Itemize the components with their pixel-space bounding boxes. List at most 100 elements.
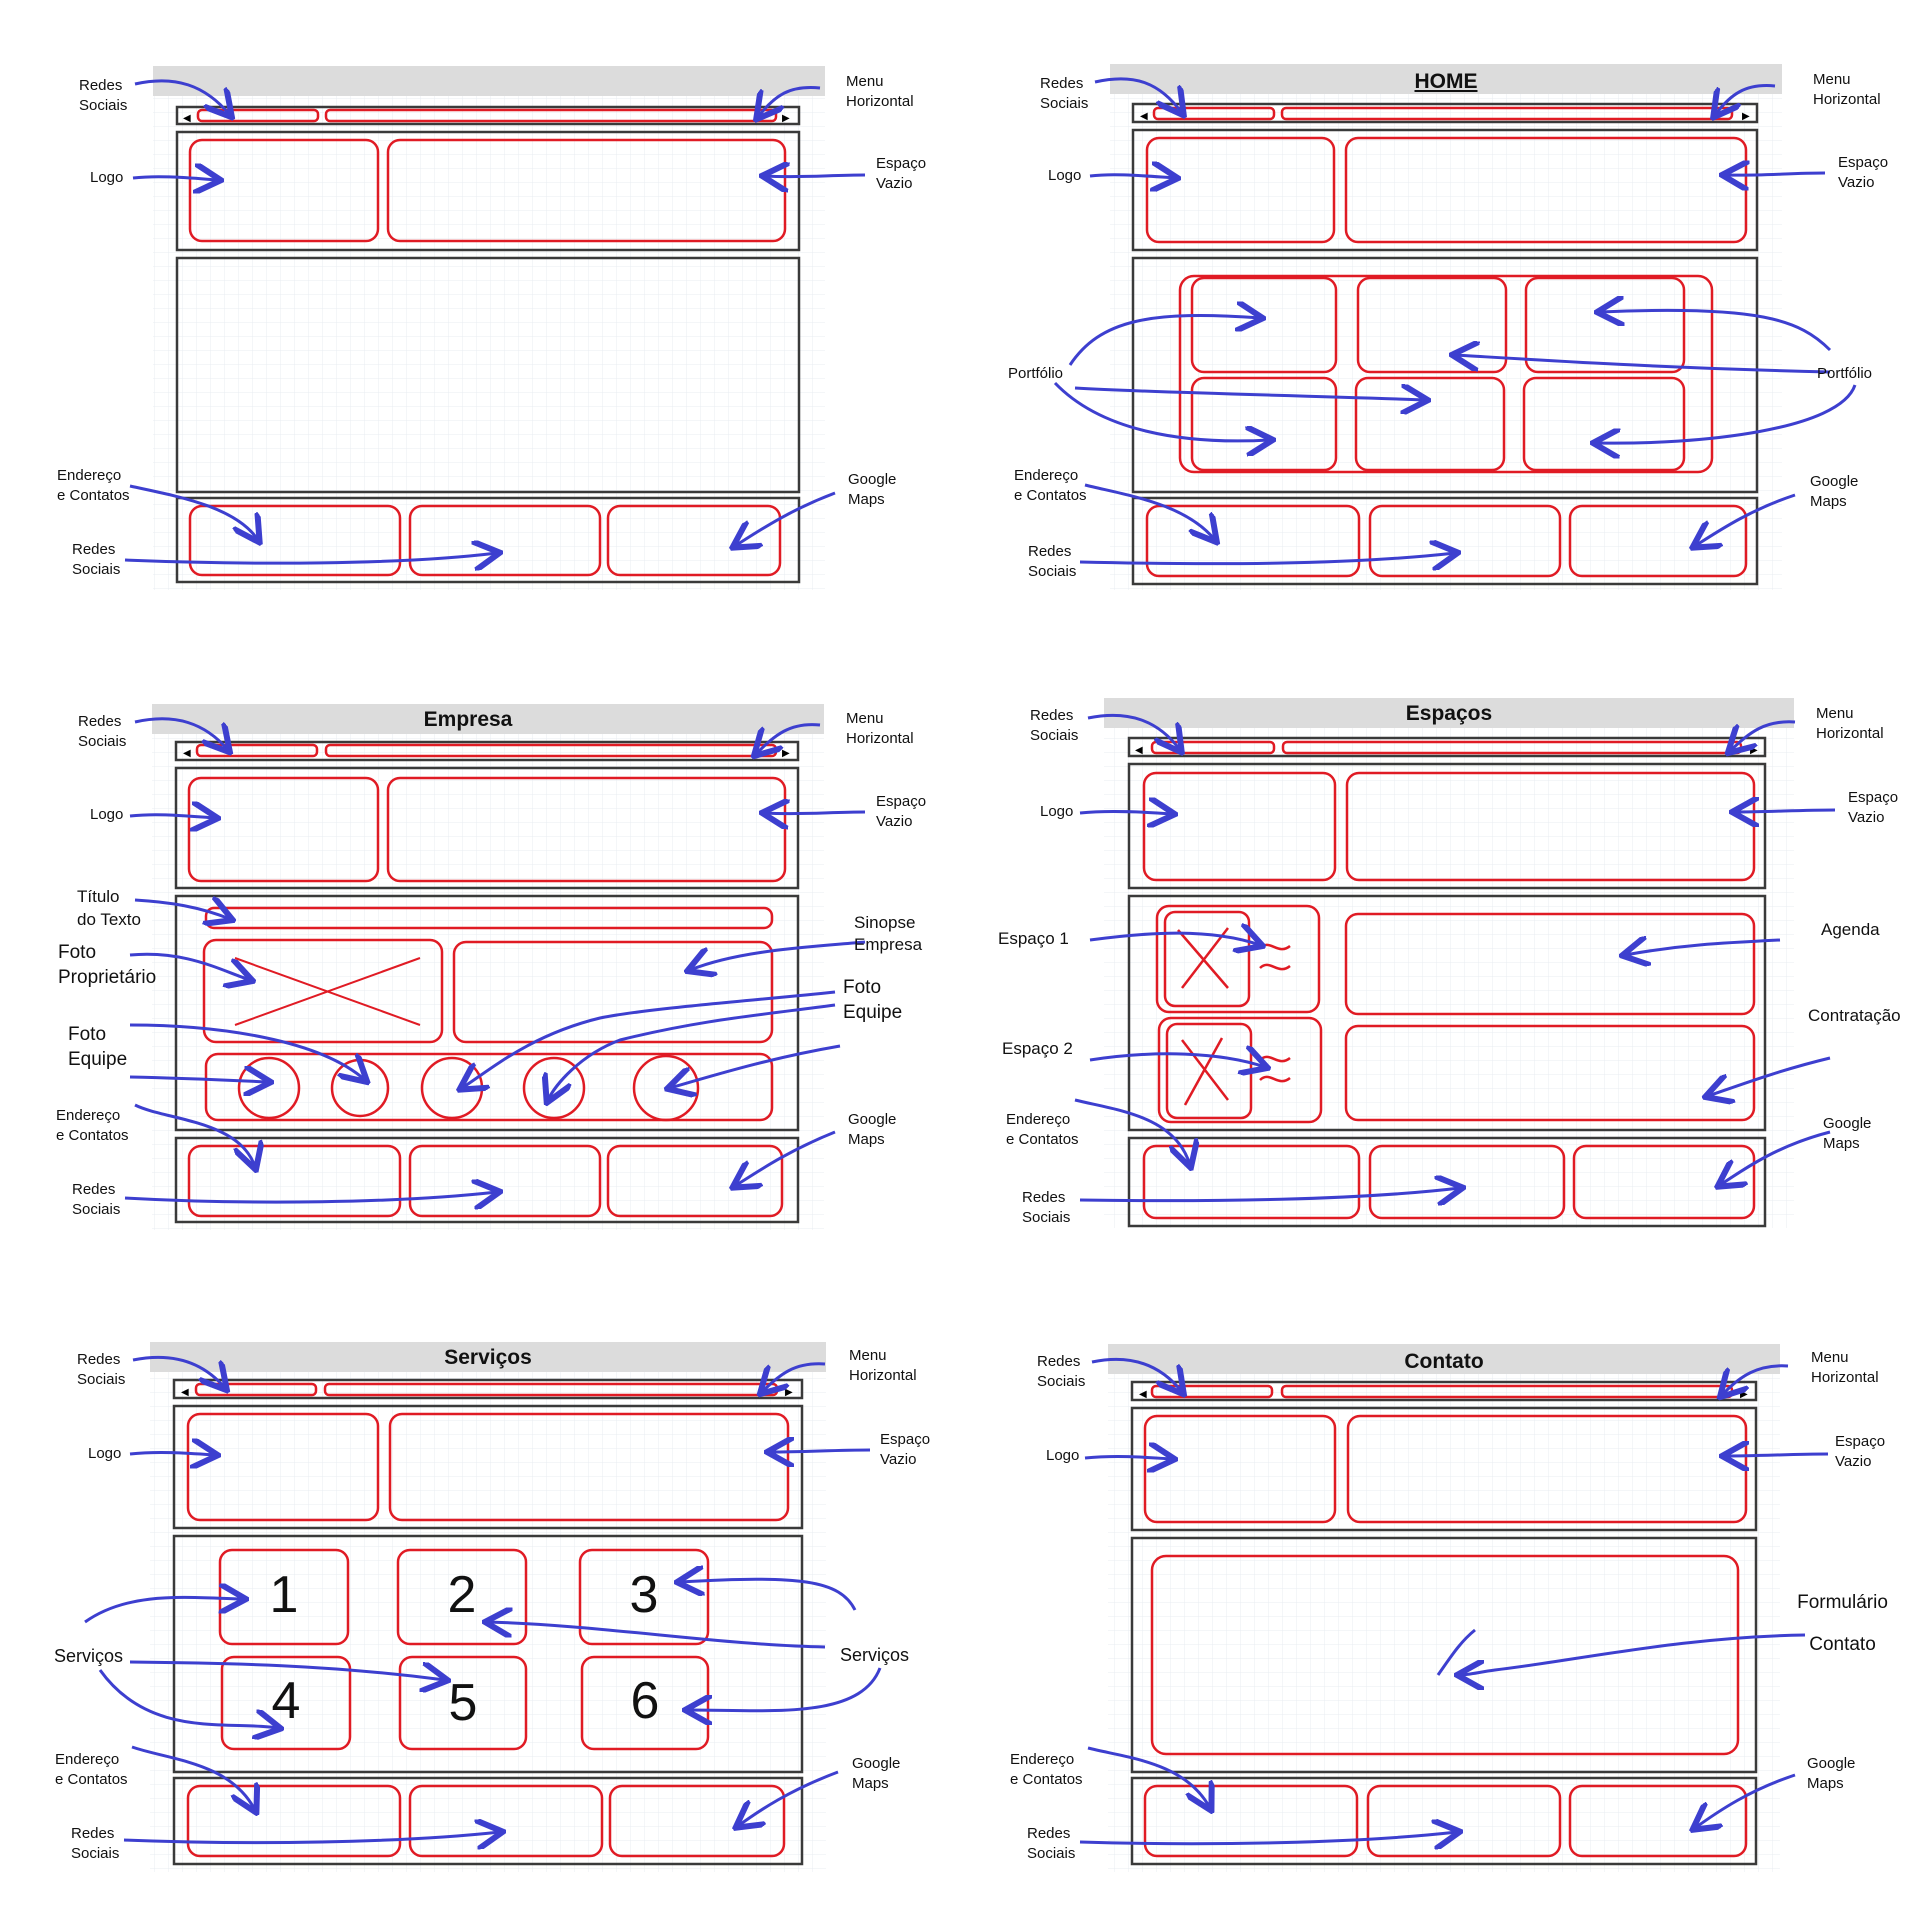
label-espaco-vazio: Espaço Vazio — [1835, 1432, 1885, 1472]
wireframe-servicos: ◀ ▶ Serviços — [0, 1280, 960, 1920]
label-line: Menu — [1811, 1349, 1849, 1366]
svg-text:◀: ◀ — [1135, 745, 1143, 756]
label-menu-horizontal: Menu Horizontal — [1813, 70, 1881, 110]
label-titulo-do-texto: Título do Texto — [77, 885, 141, 931]
label-line: Sociais — [1040, 95, 1089, 112]
label-line: Maps — [1810, 493, 1847, 510]
label-line: Vazio — [1838, 174, 1875, 191]
label-line: Vazio — [876, 813, 913, 830]
label-line: Maps — [848, 491, 885, 508]
label-line: Sociais — [78, 733, 127, 750]
label-line: Sociais — [1028, 563, 1077, 580]
label-line: Sociais — [72, 1201, 121, 1218]
label-line: Google — [1823, 1115, 1872, 1132]
label-line: Equipe — [68, 1049, 128, 1070]
label-redes-sociais-footer: Redes Sociais — [71, 1824, 119, 1864]
wireframe-blank: ◀ ▶ Redes Sociais Menu Horizontal Logo Espa… — [0, 0, 960, 640]
label-line: Sociais — [1027, 1845, 1076, 1862]
label-google-maps: Google Maps — [1807, 1754, 1855, 1794]
label-redes-sociais: Redes Sociais — [77, 1350, 125, 1390]
label-logo: Logo — [88, 1445, 122, 1462]
label-line: Endereço — [56, 1107, 121, 1124]
label-redes-sociais: Redes Sociais — [78, 712, 126, 752]
label-espaco-vazio: Espaço Vazio — [880, 1430, 930, 1470]
label-espaco-2: Espaço 2 — [1002, 1039, 1073, 1058]
label-line: Espaço — [876, 793, 927, 810]
label-line: Sociais — [71, 1845, 120, 1862]
label-line: Vazio — [1835, 1453, 1872, 1470]
label-contratacao: Contratação — [1808, 1006, 1901, 1025]
svg-text:▶: ▶ — [782, 748, 790, 759]
label-sinopse-empresa: Sinopse Empresa — [854, 912, 922, 956]
svg-text:▶: ▶ — [1750, 745, 1758, 756]
wireframe-contato-drawing: ◀ ▶ — [1079, 1344, 1829, 1872]
label-line: Foto — [68, 1024, 107, 1045]
label-menu-horizontal: Menu Horizontal — [849, 1346, 917, 1386]
label-line: e Contatos — [1014, 487, 1087, 504]
label-line: Google — [852, 1755, 901, 1772]
svg-text:◀: ◀ — [1139, 1389, 1147, 1400]
label-line: Sociais — [1022, 1209, 1071, 1226]
label-line: Formulário — [1797, 1592, 1888, 1613]
service-number-6: 6 — [630, 1672, 660, 1730]
label-line: do Texto — [77, 910, 141, 929]
label-line: Menu — [849, 1347, 887, 1364]
label-line: Endereço — [1010, 1751, 1075, 1768]
label-logo: Logo — [90, 806, 124, 823]
label-line: Sinopse — [854, 913, 916, 932]
label-line: Menu — [846, 73, 884, 90]
label-line: Endereço — [57, 467, 122, 484]
label-line: Redes — [1027, 1825, 1071, 1842]
label-line: Redes — [1028, 543, 1072, 560]
label-line: Endereço — [1014, 467, 1079, 484]
label-google-maps: Google Maps — [848, 470, 896, 510]
label-redes-sociais-footer: Redes Sociais — [1022, 1188, 1070, 1228]
label-endereco: Endereço e Contatos — [56, 1106, 129, 1146]
svg-text:◀: ◀ — [1140, 111, 1148, 122]
label-foto-equipe-right: Foto Equipe — [843, 975, 902, 1025]
label-google-maps: Google Maps — [1810, 472, 1858, 512]
label-line: Sociais — [72, 561, 121, 578]
label-line: Espaço — [1848, 789, 1899, 806]
label-foto-equipe-left: Foto Equipe — [68, 1022, 127, 1072]
label-line: Redes — [1022, 1189, 1066, 1206]
service-number-5: 5 — [448, 1674, 478, 1732]
label-redes-sociais-footer: Redes Sociais — [1027, 1824, 1075, 1864]
service-number-1: 1 — [269, 1566, 299, 1624]
label-redes-sociais: Redes Sociais — [1030, 706, 1078, 746]
wireframe-servicos-drawing: ◀ ▶ — [84, 1342, 882, 1872]
label-line: Sociais — [77, 1371, 126, 1388]
label-google-maps: Google Maps — [1823, 1114, 1871, 1154]
label-line: Contato — [1809, 1634, 1876, 1655]
label-endereco: Endereço e Contatos — [57, 466, 130, 506]
label-redes-sociais: Redes Sociais — [1037, 1352, 1085, 1392]
label-line: Espaço — [1838, 154, 1889, 171]
label-redes-sociais: Redes Sociais — [1040, 74, 1088, 114]
label-line: Horizontal — [846, 730, 914, 747]
wireframe-contato: ◀ ▶ Contato Redes Sociais Menu Horizontal L… — [960, 1280, 1920, 1920]
label-line: Redes — [78, 713, 122, 730]
label-line: Sociais — [79, 97, 128, 114]
label-espaco-vazio: Espaço Vazio — [1838, 153, 1888, 193]
label-endereco: Endereço e Contatos — [1010, 1750, 1083, 1790]
label-line: e Contatos — [1006, 1131, 1079, 1148]
label-line: e Contatos — [55, 1771, 128, 1788]
label-line: Maps — [848, 1131, 885, 1148]
label-google-maps: Google Maps — [848, 1110, 896, 1150]
label-logo: Logo — [90, 169, 124, 186]
svg-text:▶: ▶ — [782, 113, 790, 124]
page-title-empresa: Empresa — [423, 708, 513, 731]
label-logo: Logo — [1046, 1447, 1080, 1464]
wireframe-home-drawing: ◀ ▶ — [1053, 64, 1857, 590]
wireframe-empresa-drawing: ◀ ▶ — [124, 704, 866, 1230]
label-line: Redes — [79, 77, 123, 94]
label-line: Vazio — [880, 1451, 917, 1468]
label-portfolio-left: Portfólio — [1008, 365, 1064, 382]
label-formulario-contato: Formulário Contato — [1780, 1582, 1905, 1666]
label-line: Horizontal — [1811, 1369, 1879, 1386]
label-menu-horizontal: Menu Horizontal — [1816, 704, 1884, 744]
label-logo: Logo — [1048, 167, 1082, 184]
label-line: Google — [1807, 1755, 1856, 1772]
label-redes-sociais-footer: Redes Sociais — [1028, 542, 1076, 582]
wireframe-home: ◀ ▶ H — [960, 0, 1920, 640]
